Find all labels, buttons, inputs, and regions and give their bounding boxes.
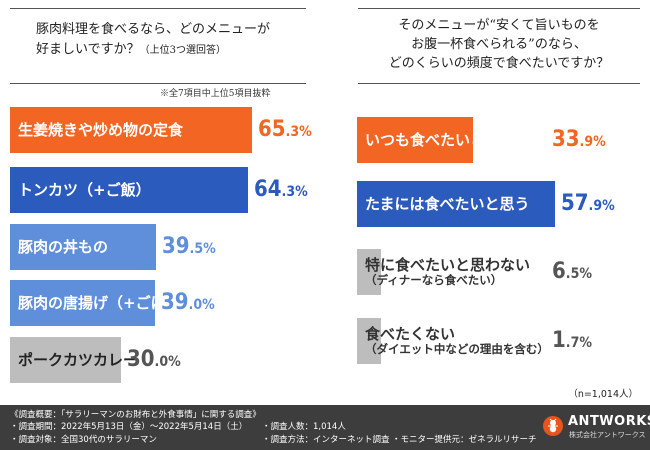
value-decimal: .0% [154, 354, 181, 370]
bar [357, 249, 381, 295]
value-decimal: .7% [565, 335, 592, 351]
value-integer: 39 [161, 290, 189, 315]
bar [10, 280, 155, 326]
bar-value-label: 64.3% [254, 167, 308, 213]
bar-label: いつも食べたいと思う [365, 117, 515, 163]
value-integer: 65 [258, 117, 286, 142]
value-decimal: .0% [188, 297, 215, 313]
bar-label: 豚肉の丼もの [18, 224, 108, 270]
bar-label: 特に食べたいと思わない （ディナーなら食べたい） [365, 249, 530, 295]
value-decimal: .9% [579, 134, 606, 150]
bar-label: 生姜焼きや炒め物の定食 [18, 107, 183, 153]
right-question-line1: そのメニューが“安くて旨いものを [398, 18, 600, 33]
value-integer: 33 [552, 127, 580, 152]
left-question-line1: 豚肉料理を食べるなら、どのメニューが [36, 22, 271, 37]
value-integer: 39 [162, 234, 190, 259]
bar-sublabel: （ディナーなら食べたい） [365, 273, 503, 288]
antworks-logo: ANTWORKS 株式会社アントワークス [542, 411, 650, 445]
value-decimal: .9% [588, 198, 615, 214]
logo-subtext: 株式会社アントワークス [569, 431, 646, 439]
bar-category: 生姜焼きや炒め物の定食 [18, 121, 184, 139]
bar-label: たまには食べたいと思う [365, 181, 530, 227]
survey-title: 《調査概要：「サラリーマンのお財布と外食事情」に関する調査》 [10, 410, 261, 420]
bar-value-label: 33.9% [552, 117, 606, 163]
bar-category: いつも食べたいと思う [365, 131, 516, 149]
value-decimal: .5% [565, 266, 592, 282]
bar-category: 特に食べたいと思わない [365, 256, 531, 275]
left-question-text: 好ましいですか？ [36, 42, 140, 57]
survey-target: ・調査対象：全国30代のサラリーマン [10, 435, 157, 445]
bar-category: たまには食べたいと思う [365, 195, 530, 213]
bar-value-label: 57.9% [561, 181, 615, 227]
bar-sublabel: （ダイエット中などの理由を含む） [365, 342, 549, 357]
survey-footer: 《調査概要：「サラリーマンのお財布と外食事情」に関する調査》 ・調査期間：202… [0, 405, 650, 450]
bar-value-label: 1.7% [552, 318, 592, 364]
bar-value-label: 39.0% [161, 280, 215, 326]
bar [357, 181, 555, 227]
right-question-box: そのメニューが“安くて旨いものを お腹一杯食べられる”のなら、 どのくらいの頻度… [358, 8, 640, 84]
survey-method: ・調査方法：インターネット調査 [262, 435, 390, 445]
bar-category: 食べたくない [365, 325, 456, 344]
sample-size-note: （n=1,014人） [568, 389, 638, 400]
value-integer: 57 [561, 191, 589, 216]
bar-value-label: 39.5% [162, 224, 216, 270]
survey-count: ・調査人数：1,014人 [262, 422, 346, 432]
survey-provider: ・モニター提供元：ゼネラルリサーチ [392, 435, 537, 445]
bar [10, 107, 252, 153]
bar-label: 豚肉の唐揚げ（+ごはん） [18, 280, 196, 326]
value-integer: 6 [552, 259, 566, 284]
left-question-box: 豚肉料理を食べるなら、どのメニューが 好ましいですか？（上位3つ選回答） [10, 8, 306, 84]
survey-period: ・調査期間：2022年5月13日（金）～2022年5月14日（土） [10, 422, 248, 432]
bar [10, 224, 156, 270]
bar-value-label: 65.3% [258, 107, 312, 153]
value-integer: 64 [254, 177, 282, 202]
bar [10, 167, 248, 213]
bar-category: トンカツ（+ご飯） [18, 181, 151, 199]
left-question-small: （上位3つ選回答） [139, 45, 226, 56]
bar-value-label: 6.5% [552, 249, 592, 295]
bar [357, 117, 473, 163]
value-decimal: .3% [281, 184, 308, 200]
excerpt-note: ※全7項目中上位5項目抜粋 [160, 89, 271, 99]
bar-category: 豚肉の唐揚げ（+ごはん） [18, 294, 196, 312]
value-decimal: .3% [285, 124, 312, 140]
bar-label: ポークカツカレー [18, 337, 138, 383]
bar [357, 318, 381, 364]
value-decimal: .5% [189, 241, 216, 257]
ant-logo-icon [543, 416, 563, 436]
bar [10, 337, 121, 383]
bar-label: トンカツ（+ご飯） [18, 167, 151, 213]
value-integer: 30 [127, 347, 155, 372]
bar-label: 食べたくない （ダイエット中などの理由を含む） [365, 318, 549, 364]
left-question-line2: 好ましいですか？（上位3つ選回答） [36, 41, 226, 60]
logo-text: ANTWORKS [568, 414, 650, 429]
right-question-line2: お腹一杯食べられる”のなら、 [411, 37, 587, 52]
right-question-line3: どのくらいの頻度で食べたいですか？ [388, 56, 610, 71]
bar-category: ポークカツカレー [18, 351, 139, 369]
bar-value-label: 30.0% [127, 337, 181, 383]
value-integer: 1 [552, 328, 566, 353]
bar-category: 豚肉の丼もの [18, 238, 109, 256]
